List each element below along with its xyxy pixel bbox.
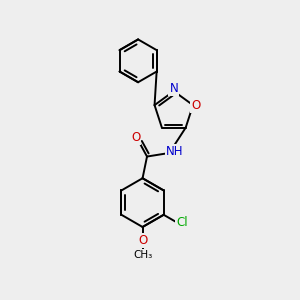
Text: N: N bbox=[169, 82, 178, 95]
Text: O: O bbox=[131, 131, 140, 144]
Text: O: O bbox=[191, 99, 201, 112]
Text: O: O bbox=[138, 234, 147, 247]
Text: NH: NH bbox=[166, 145, 183, 158]
Text: CH₃: CH₃ bbox=[133, 250, 152, 260]
Text: Cl: Cl bbox=[176, 216, 188, 229]
